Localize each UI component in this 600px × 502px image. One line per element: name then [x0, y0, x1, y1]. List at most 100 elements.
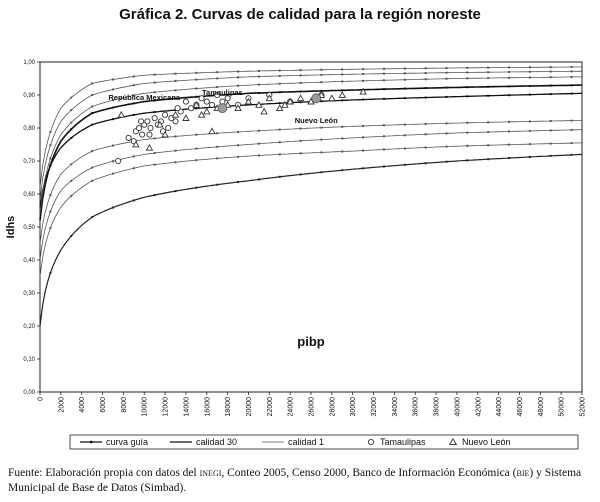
x-axis-label: pibp — [297, 334, 324, 349]
curve-marker — [237, 70, 240, 73]
curve-marker — [299, 101, 302, 104]
x-tick-label: 2000 — [58, 397, 65, 413]
curve-marker — [549, 154, 552, 157]
curve-marker — [445, 95, 448, 98]
curve-marker — [382, 148, 385, 151]
curve-marker — [174, 190, 177, 193]
x-tick-label: 22000 — [267, 397, 274, 417]
curve-marker — [549, 142, 552, 145]
curve-marker — [278, 69, 281, 72]
curve-marker — [341, 99, 344, 102]
y-tick-label: 1,00 — [23, 60, 35, 66]
curve-marker — [70, 96, 73, 99]
curve-marker — [424, 133, 427, 136]
curve-marker — [528, 155, 531, 158]
curve-marker — [278, 141, 281, 144]
curve-marker — [570, 66, 573, 69]
y-tick-label: 0,40 — [23, 258, 35, 264]
legend-marker-dot — [90, 440, 93, 444]
curve-marker — [508, 85, 511, 88]
curve-marker — [487, 158, 490, 161]
curve-marker — [382, 79, 385, 82]
x-tick-label: 52000 — [580, 397, 587, 417]
curve-marker — [153, 163, 156, 166]
y-tick-label: 0,30 — [23, 291, 35, 297]
x-tick-label: 44000 — [496, 397, 503, 417]
curve-marker — [195, 78, 198, 81]
curve-marker — [195, 71, 198, 74]
curve-marker — [49, 194, 52, 197]
curve-marker — [320, 89, 323, 92]
x-tick-label: 26000 — [309, 397, 316, 417]
tamaulipas-point — [172, 118, 179, 125]
curve-marker — [570, 75, 573, 78]
y-tick-label: 0,80 — [23, 126, 35, 132]
curve-marker — [528, 120, 531, 123]
curve-marker — [237, 181, 240, 184]
curve-marker — [257, 70, 260, 73]
curve-marker — [70, 128, 73, 131]
curve-marker — [195, 186, 198, 189]
nuevo-leon-point — [275, 104, 284, 112]
curve-marker — [403, 134, 406, 137]
nuevo-leon-point — [359, 87, 367, 95]
x-tick-label: 20000 — [246, 397, 253, 417]
curve-marker — [237, 84, 240, 87]
curve-marker — [111, 206, 114, 209]
curve-marker — [195, 147, 198, 150]
curve-marker — [49, 210, 52, 213]
curve-marker — [111, 78, 114, 81]
x-tick-label: 50000 — [559, 397, 566, 417]
source-prefix: Fuente: Elaboración propia con datos del — [8, 467, 200, 479]
y-tick-label: 0,50 — [23, 225, 35, 231]
tamaulipas-point — [203, 98, 210, 105]
x-tick-label: 42000 — [475, 397, 482, 417]
x-tick-label: 24000 — [288, 397, 295, 417]
source-inegi: inegi — [199, 467, 222, 479]
x-tick-label: 4000 — [79, 397, 86, 413]
curve-marker — [403, 163, 406, 166]
curve-marker — [111, 88, 114, 91]
curve-marker — [320, 126, 323, 129]
curve-marker — [111, 99, 114, 102]
curve-marker — [320, 81, 323, 84]
curve-marker — [382, 97, 385, 100]
curve-marker — [403, 87, 406, 90]
x-tick-label: 6000 — [100, 397, 107, 413]
x-tick-label: 16000 — [204, 397, 211, 417]
curve-marker — [424, 146, 427, 149]
curve-marker — [403, 78, 406, 81]
curve-marker — [70, 121, 73, 124]
curve-marker — [132, 102, 135, 105]
curve-marker — [278, 82, 281, 85]
curve-marker — [382, 72, 385, 75]
curve-marker — [341, 137, 344, 140]
curve-marker — [257, 91, 260, 94]
nuevo-leon-point — [145, 143, 154, 151]
curve-marker — [320, 68, 323, 71]
curve-marker — [403, 97, 406, 100]
curve-marker — [91, 112, 94, 115]
curve-marker — [403, 72, 406, 75]
curve-marker — [91, 123, 94, 126]
curve-marker — [466, 144, 469, 147]
curve-marker — [153, 137, 156, 140]
curve-calidad-30-1 — [39, 92, 583, 208]
curve-marker — [49, 144, 52, 147]
average-point — [217, 103, 228, 114]
x-tick-label: 40000 — [454, 397, 461, 417]
tamaulipas-point — [115, 157, 122, 165]
legend-marker — [448, 437, 458, 446]
legend-label: curva guía — [106, 437, 148, 447]
curve-marker — [132, 75, 135, 78]
curve-marker — [132, 113, 135, 116]
curve-marker — [153, 99, 156, 102]
curve-marker — [299, 152, 302, 155]
curve-marker — [487, 77, 490, 80]
curve-marker — [257, 178, 260, 181]
curve-marker — [278, 128, 281, 131]
curve-marker — [278, 153, 281, 156]
curve-marker — [508, 70, 511, 73]
curve-marker — [570, 84, 573, 87]
curve-marker — [174, 97, 177, 100]
